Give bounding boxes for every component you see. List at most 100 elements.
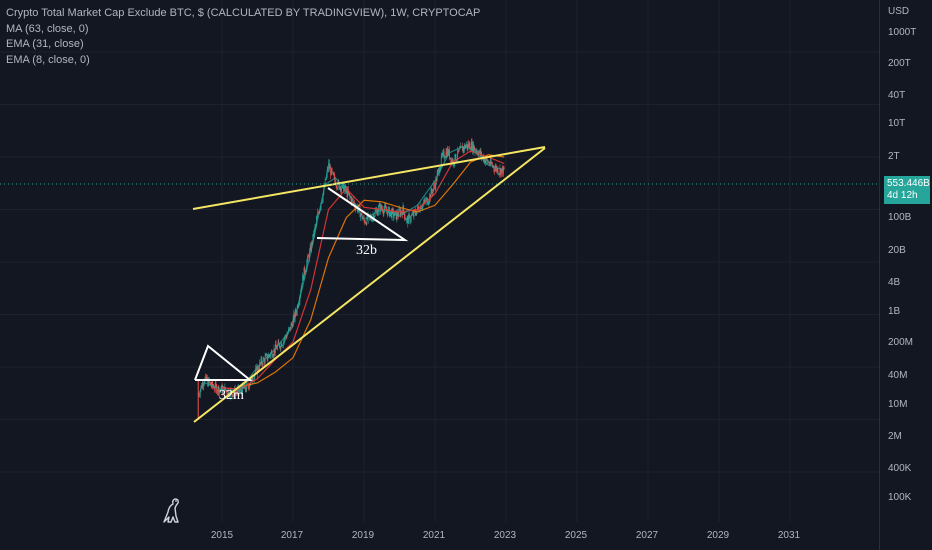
candle-body <box>281 345 283 347</box>
candle-body <box>497 168 499 174</box>
candle-body <box>381 208 383 210</box>
time-axis[interactable]: 2015 2017 2019 2021 2023 2025 2027 2029 … <box>0 522 880 550</box>
candle-body <box>484 158 486 164</box>
price-tick: 1B <box>888 306 901 317</box>
tradingview-logo-icon[interactable] <box>160 496 186 524</box>
candle-body <box>302 275 304 280</box>
candle-body <box>479 150 481 155</box>
candle-body <box>382 209 383 213</box>
candle-body <box>263 358 265 360</box>
candle-body <box>340 187 342 192</box>
candle-body <box>416 210 418 216</box>
candle-body <box>223 386 225 395</box>
candle-body <box>494 168 496 171</box>
annotation-32m: 32m <box>219 388 244 403</box>
candle-body <box>219 389 221 391</box>
candle-body <box>385 207 387 211</box>
candle-body <box>466 144 467 147</box>
candle-body <box>375 210 377 212</box>
candle-body <box>214 382 216 390</box>
candle-body <box>457 149 458 158</box>
candle-body <box>302 275 304 286</box>
ema31-legend[interactable]: EMA (31, close) <box>6 38 84 50</box>
candle-body <box>231 393 233 397</box>
candle-body <box>245 389 247 391</box>
candle-body <box>267 358 269 360</box>
candle-body <box>220 389 222 391</box>
candle-body <box>240 388 242 391</box>
candle-body <box>294 313 295 319</box>
candle-body <box>454 154 456 164</box>
candle-body <box>332 172 334 173</box>
candle-body <box>432 191 433 194</box>
candle-body <box>440 155 442 166</box>
candle-body <box>346 189 347 191</box>
candle-body <box>380 204 382 209</box>
right-triangle-pattern[interactable] <box>316 187 409 242</box>
candle-body <box>442 152 443 156</box>
candle-body <box>279 347 281 349</box>
candle-body <box>390 211 392 213</box>
ma-legend[interactable]: MA (63, close, 0) <box>6 22 89 35</box>
candle-body <box>280 343 282 349</box>
candle-body <box>444 157 446 158</box>
ema8-legend[interactable]: EMA (8, close, 0) <box>6 53 90 66</box>
candle-body <box>402 205 404 215</box>
candle-body <box>308 256 310 259</box>
candle-body <box>274 348 276 353</box>
price-tick: 400K <box>888 463 912 474</box>
candle-body <box>358 205 360 207</box>
candle-body <box>490 159 492 164</box>
candle-body <box>489 164 491 165</box>
candle-body <box>272 354 274 357</box>
candle-body <box>352 198 353 200</box>
ema8-line[interactable] <box>204 145 505 391</box>
trendline-drawings <box>0 146 880 423</box>
chart-plot-area[interactable] <box>0 0 880 522</box>
candle-body <box>316 216 318 220</box>
candle-body <box>262 363 263 366</box>
candle-body <box>290 327 291 330</box>
chart-legend: Crypto Total Market Cap Exclude BTC, $ (… <box>6 6 480 68</box>
candle-body <box>315 224 316 227</box>
price-axis[interactable]: USD 1000T 200T 40T 10T 2T 100B 20B 4B 1B… <box>879 0 932 550</box>
candle-body <box>311 241 313 244</box>
candle-body <box>395 211 396 213</box>
candle-body <box>466 144 468 149</box>
candle-body <box>212 381 213 386</box>
candle-body <box>335 180 336 185</box>
candle-body <box>203 383 205 387</box>
candle-body <box>309 250 310 259</box>
candle-body <box>471 142 473 151</box>
candle-body <box>364 220 366 224</box>
candle-body <box>290 323 292 330</box>
candle-body <box>434 184 435 186</box>
candle-body <box>365 222 366 224</box>
candle-body <box>462 146 463 152</box>
candle-body <box>397 215 399 217</box>
candle-body <box>422 203 424 208</box>
candle-body <box>200 385 202 390</box>
left-triangle-pattern[interactable] <box>194 344 253 381</box>
candle-body <box>351 198 353 203</box>
candle-body <box>455 154 456 161</box>
candle-body <box>324 178 326 187</box>
candle-body <box>456 157 458 160</box>
candle-body <box>384 205 386 208</box>
lower-trendline[interactable] <box>193 147 546 423</box>
candle-body <box>421 207 422 210</box>
candle-body <box>322 193 324 201</box>
candle-body <box>330 167 332 176</box>
candle-body <box>248 386 250 389</box>
candle-body <box>304 267 306 273</box>
candle-body <box>281 343 282 347</box>
upper-trendline[interactable] <box>192 146 546 210</box>
candle-body <box>378 204 380 207</box>
candle-body <box>272 356 273 358</box>
candle-body <box>293 313 295 319</box>
ma63-line[interactable] <box>239 154 505 388</box>
candle-body <box>498 173 499 175</box>
candle-body <box>501 167 503 170</box>
ema31-line[interactable] <box>221 150 505 390</box>
candle-body <box>198 394 200 396</box>
